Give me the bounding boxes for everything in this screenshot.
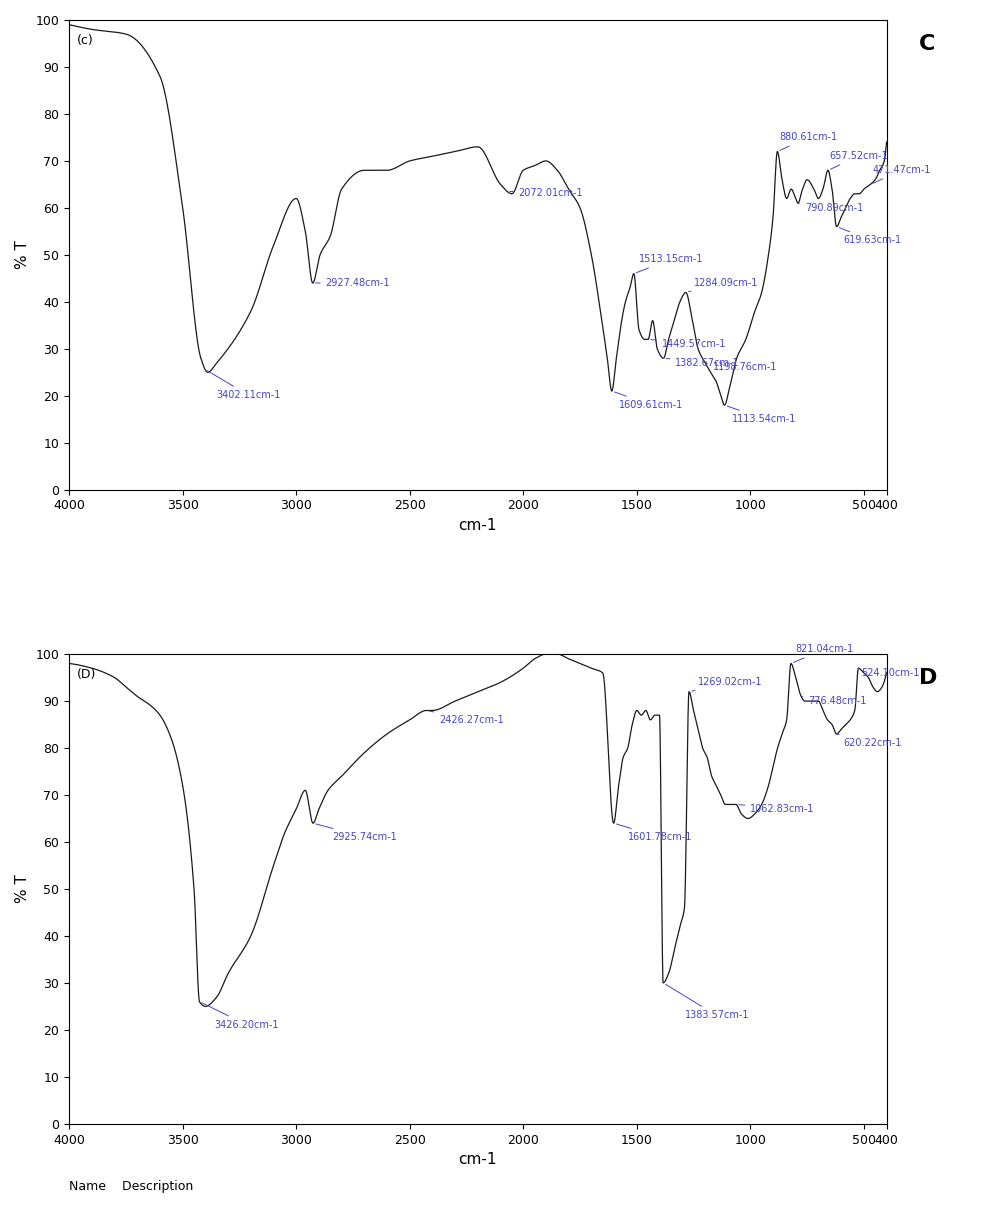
- Y-axis label: % T: % T: [15, 241, 30, 270]
- Text: (D): (D): [77, 668, 97, 682]
- X-axis label: cm-1: cm-1: [458, 1152, 497, 1168]
- Text: 1284.09cm-1: 1284.09cm-1: [689, 278, 758, 292]
- Text: 657.52cm-1: 657.52cm-1: [830, 151, 889, 169]
- Text: 3426.20cm-1: 3426.20cm-1: [202, 1002, 279, 1030]
- Text: 1269.02cm-1: 1269.02cm-1: [692, 677, 763, 691]
- Text: C: C: [919, 34, 936, 55]
- Text: 524.10cm-1: 524.10cm-1: [859, 667, 920, 678]
- Text: 2426.27cm-1: 2426.27cm-1: [429, 711, 504, 724]
- Text: 471.47cm-1: 471.47cm-1: [873, 165, 931, 183]
- Text: 1198.76cm-1: 1198.76cm-1: [705, 362, 777, 372]
- Text: 1062.83cm-1: 1062.83cm-1: [739, 804, 815, 814]
- Text: 2925.74cm-1: 2925.74cm-1: [315, 824, 397, 842]
- Text: 1609.61cm-1: 1609.61cm-1: [615, 392, 683, 409]
- Text: 1513.15cm-1: 1513.15cm-1: [637, 254, 704, 272]
- Text: 1382.67cm-1: 1382.67cm-1: [667, 357, 740, 368]
- Y-axis label: % T: % T: [15, 875, 30, 904]
- Text: 776.48cm-1: 776.48cm-1: [801, 696, 867, 706]
- X-axis label: cm-1: cm-1: [458, 518, 497, 533]
- Text: 619.63cm-1: 619.63cm-1: [839, 227, 902, 245]
- Text: 3402.11cm-1: 3402.11cm-1: [207, 371, 281, 401]
- Text: 2927.48cm-1: 2927.48cm-1: [315, 278, 390, 288]
- Text: D: D: [919, 668, 938, 688]
- Text: 1383.57cm-1: 1383.57cm-1: [666, 984, 749, 1021]
- Text: (c): (c): [77, 34, 94, 47]
- Text: 880.61cm-1: 880.61cm-1: [780, 132, 838, 151]
- Text: 620.22cm-1: 620.22cm-1: [837, 734, 902, 748]
- Text: 790.89cm-1: 790.89cm-1: [798, 203, 863, 213]
- Text: 1449.57cm-1: 1449.57cm-1: [651, 339, 727, 349]
- Text: 1601.78cm-1: 1601.78cm-1: [617, 824, 692, 842]
- Text: 821.04cm-1: 821.04cm-1: [794, 644, 854, 662]
- Text: Name    Description: Name Description: [69, 1180, 193, 1193]
- Text: 2072.01cm-1: 2072.01cm-1: [510, 188, 584, 198]
- Text: 1113.54cm-1: 1113.54cm-1: [727, 406, 797, 424]
